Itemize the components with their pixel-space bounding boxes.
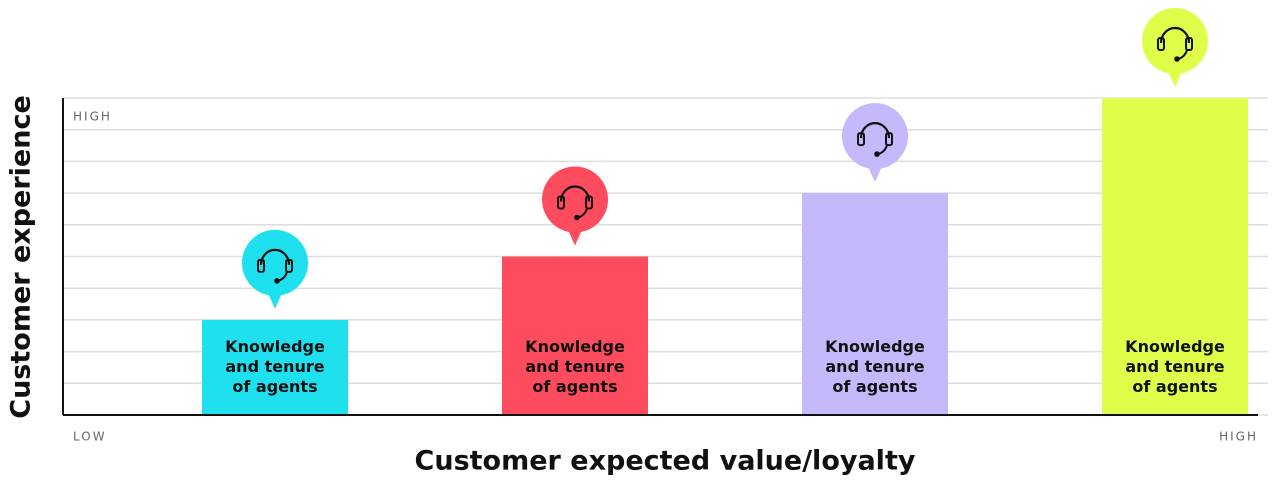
- ear-cup: [1185, 37, 1193, 51]
- bar: [202, 319, 348, 415]
- x-high-label: HIGH: [1219, 430, 1258, 444]
- agent-icon: [842, 103, 908, 183]
- agent-icon: [542, 166, 608, 246]
- y-high-label: HIGH: [73, 110, 112, 124]
- x-low-label: LOW: [73, 430, 107, 444]
- mic-tip: [274, 278, 280, 284]
- bubble: [242, 229, 308, 296]
- ear-cup: [557, 195, 565, 210]
- ear-cup: [1157, 37, 1165, 51]
- mic-tip: [574, 214, 580, 221]
- ear-cup: [585, 195, 593, 210]
- bubble-tail: [1167, 69, 1183, 87]
- bubble: [842, 103, 908, 170]
- bubble-tail: [567, 227, 583, 246]
- mic-tip: [874, 151, 880, 157]
- bubble-tail: [867, 164, 883, 183]
- bubble: [1142, 8, 1208, 74]
- agent-icon: [242, 229, 308, 309]
- bar-label: Knowledge and tenure of agents: [525, 337, 625, 396]
- ear-cup: [857, 132, 865, 147]
- bar-label: Knowledge and tenure of agents: [225, 337, 325, 396]
- x-axis-title: Customer expected value/loyalty: [415, 446, 916, 477]
- agent-icon: [1142, 8, 1208, 87]
- mic-tip: [1174, 56, 1180, 62]
- bar-label: Knowledge and tenure of agents: [1125, 337, 1225, 396]
- bar: [802, 193, 948, 415]
- bubble-tail: [267, 290, 283, 309]
- bar: [502, 256, 648, 415]
- bubble: [542, 166, 608, 233]
- bar: [1102, 98, 1248, 415]
- ear-cup: [885, 132, 893, 147]
- bar-label: Knowledge and tenure of agents: [825, 337, 925, 396]
- ear-cup: [257, 258, 265, 273]
- ear-cup: [285, 258, 293, 273]
- y-axis-title: Customer experience: [6, 95, 37, 419]
